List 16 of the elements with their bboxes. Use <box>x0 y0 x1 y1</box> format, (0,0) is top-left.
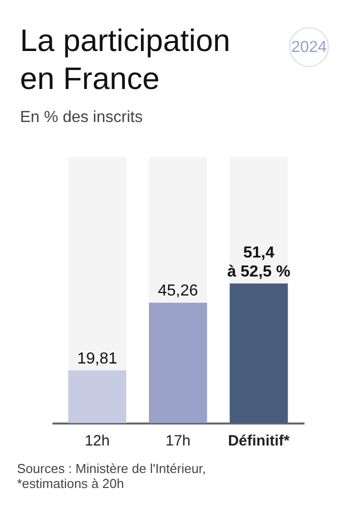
x-tick-label: Définitif* <box>228 432 290 450</box>
bar <box>230 283 288 423</box>
text: 2024 <box>291 39 327 56</box>
bar <box>68 157 126 370</box>
bar <box>230 157 288 284</box>
source-note: Sources : Ministère de l'Intérieur, *estimations à 20h <box>17 461 206 491</box>
bar <box>148 302 208 423</box>
x-tick-label: 12h <box>84 432 110 450</box>
x-tick-label: 17h <box>165 432 191 450</box>
bar <box>148 157 208 303</box>
chart-subtitle: En % des inscrits <box>20 109 143 126</box>
data-label: 19,81 <box>77 350 118 368</box>
bar <box>68 370 126 423</box>
data-label: 45,26 <box>158 282 198 300</box>
chart-title: La participation en France <box>20 23 230 96</box>
data-label: 51,4 à 52,5 % <box>227 244 290 280</box>
